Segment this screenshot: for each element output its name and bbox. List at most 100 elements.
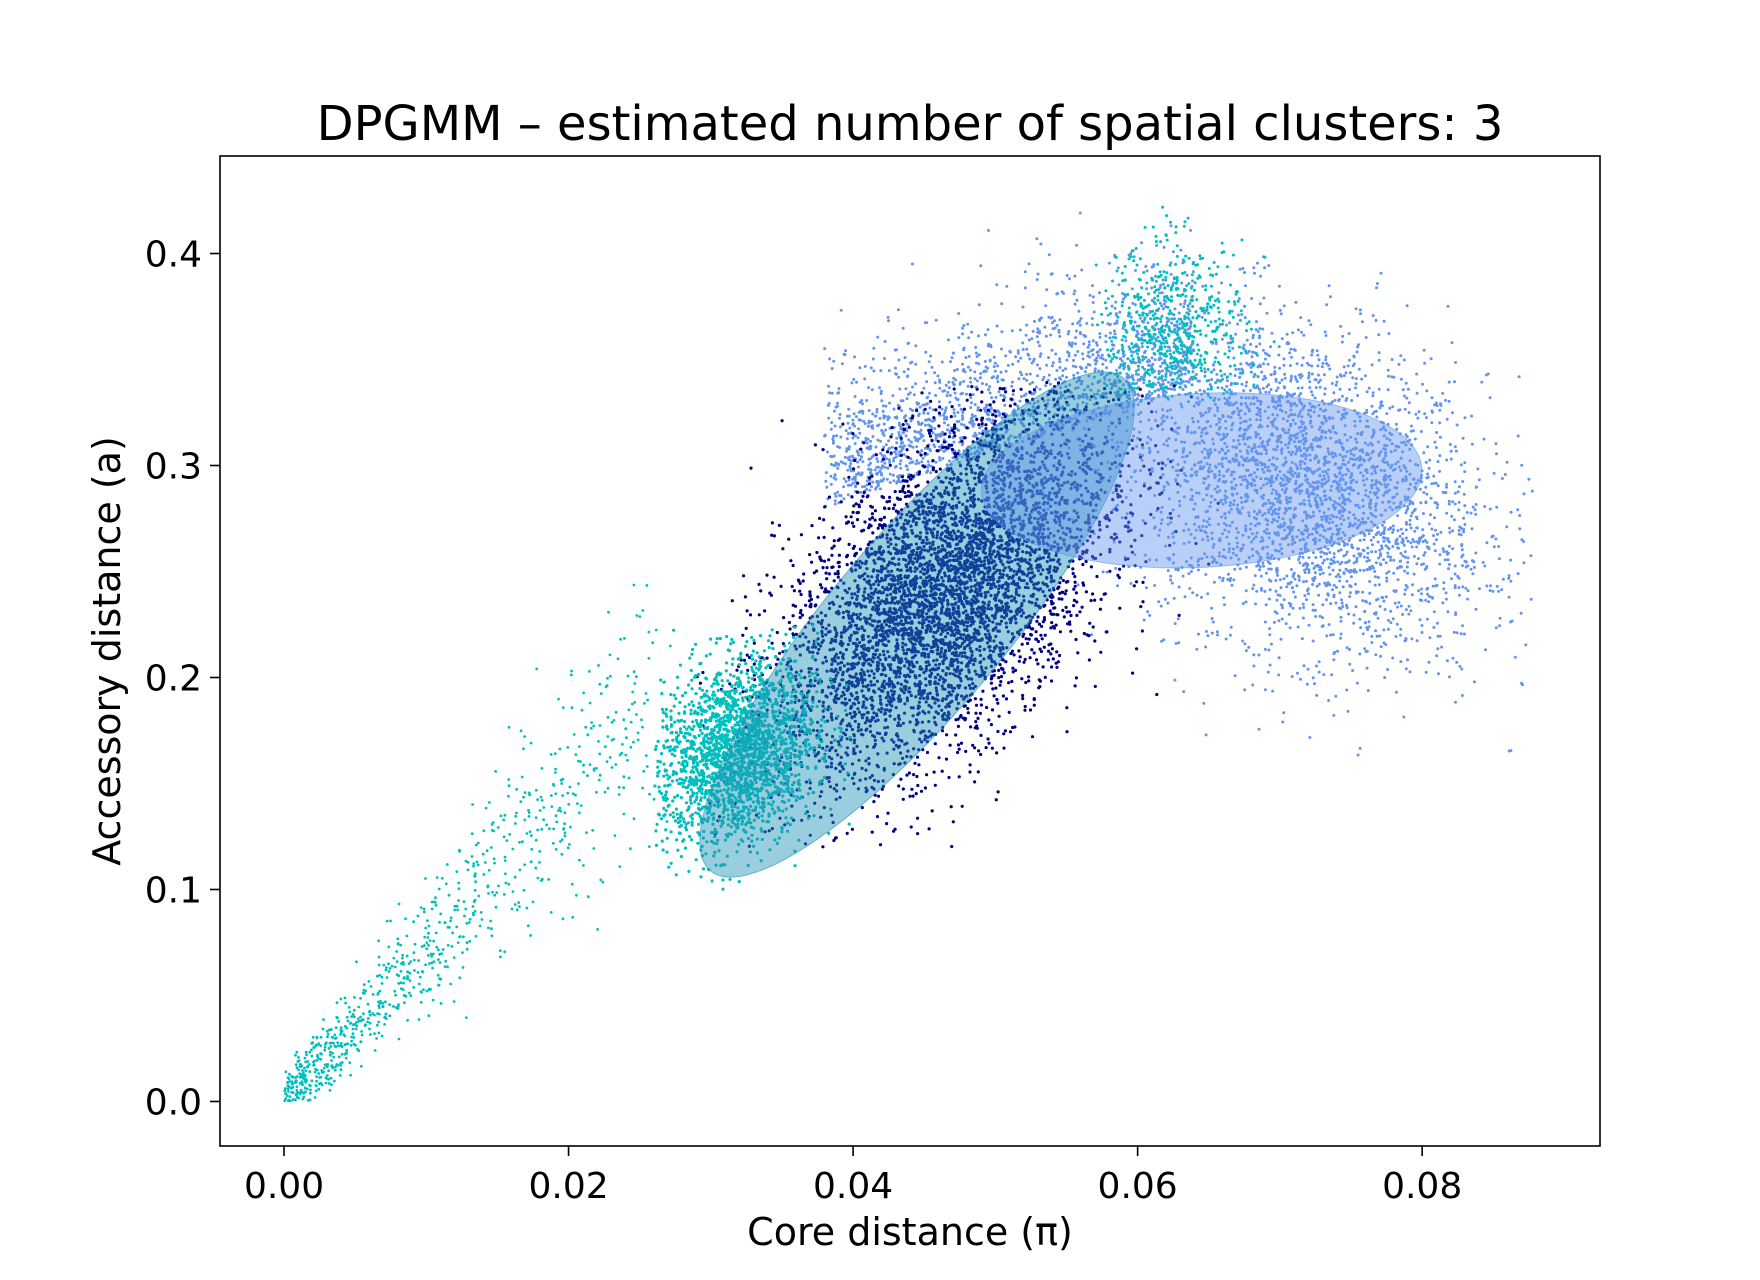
data-point	[952, 440, 956, 444]
data-point	[1424, 416, 1428, 420]
data-point	[1182, 690, 1186, 694]
data-point	[1427, 600, 1431, 604]
data-point	[1290, 355, 1293, 359]
data-point	[1280, 603, 1284, 607]
data-point	[1387, 332, 1391, 335]
data-point	[1427, 594, 1431, 598]
data-point	[1458, 664, 1462, 668]
data-point	[1293, 577, 1297, 581]
data-point	[1283, 376, 1287, 380]
data-point	[867, 457, 871, 461]
data-point	[1094, 263, 1098, 267]
data-point	[906, 367, 910, 371]
data-point	[1396, 578, 1400, 582]
data-point	[1190, 375, 1194, 379]
data-point	[1050, 364, 1054, 368]
data-point	[1438, 469, 1441, 473]
data-point	[1299, 392, 1303, 395]
data-point	[1065, 274, 1069, 277]
data-point	[1348, 510, 1352, 514]
data-point	[1291, 606, 1295, 610]
data-point	[1279, 637, 1283, 641]
data-point	[884, 428, 888, 432]
data-point	[1236, 438, 1240, 442]
data-point	[1116, 315, 1120, 319]
data-point	[1104, 340, 1108, 344]
data-point	[1217, 317, 1221, 321]
data-point	[1144, 586, 1148, 590]
data-point	[1140, 319, 1144, 323]
data-point	[922, 439, 926, 443]
data-point	[1530, 489, 1534, 493]
data-point	[990, 396, 994, 400]
data-point	[1448, 443, 1452, 446]
data-point	[966, 365, 970, 369]
data-point	[1489, 584, 1493, 588]
data-point	[1428, 458, 1432, 462]
data-point	[1153, 358, 1157, 362]
data-point	[844, 429, 848, 433]
data-point	[1396, 514, 1400, 518]
data-point	[1327, 623, 1331, 627]
data-point	[1399, 604, 1403, 608]
data-point	[1328, 551, 1332, 554]
data-point	[1284, 411, 1288, 414]
data-point	[1277, 353, 1281, 357]
data-point	[1224, 637, 1228, 641]
data-point	[1241, 602, 1245, 606]
data-point	[1268, 663, 1272, 667]
data-point	[900, 409, 904, 413]
data-point	[855, 380, 858, 384]
data-point	[1021, 305, 1025, 309]
data-point	[1173, 622, 1177, 626]
data-point	[1336, 560, 1340, 564]
data-point	[914, 362, 918, 366]
data-point	[1088, 293, 1092, 297]
data-point	[1028, 357, 1032, 361]
data-point	[1390, 358, 1394, 361]
data-point	[1244, 600, 1248, 604]
data-point	[1403, 550, 1407, 554]
data-point	[1406, 507, 1410, 510]
data-point	[880, 399, 884, 403]
data-point	[1157, 327, 1161, 331]
data-point	[1240, 367, 1244, 371]
data-point	[1203, 370, 1207, 374]
data-point	[1404, 520, 1408, 524]
data-point	[1458, 525, 1462, 529]
data-point	[892, 459, 895, 463]
data-point	[982, 370, 986, 374]
data-point	[1168, 349, 1172, 353]
data-point	[1497, 557, 1501, 561]
data-point	[1330, 382, 1334, 385]
data-point	[823, 347, 827, 351]
data-point	[1210, 494, 1214, 498]
data-point	[1245, 380, 1249, 384]
data-point	[876, 471, 880, 475]
data-point	[1072, 373, 1076, 377]
data-point	[1424, 501, 1428, 505]
data-point	[1324, 358, 1328, 362]
data-point	[1183, 384, 1187, 388]
data-point	[1204, 525, 1208, 529]
data-point	[1418, 487, 1422, 491]
data-point	[1362, 555, 1366, 559]
data-point	[969, 380, 973, 384]
data-point	[1345, 646, 1349, 650]
data-point	[927, 447, 931, 451]
data-point	[1387, 618, 1390, 622]
data-point	[1231, 346, 1235, 350]
data-point	[1243, 688, 1247, 692]
data-point	[1318, 509, 1321, 513]
data-point	[1155, 244, 1159, 247]
data-point	[1222, 596, 1226, 600]
data-point	[1363, 610, 1367, 614]
data-point	[1035, 335, 1039, 339]
data-point	[1178, 322, 1182, 326]
data-point	[1021, 341, 1025, 345]
data-point	[1332, 652, 1336, 656]
data-point	[1322, 373, 1326, 377]
data-point	[1370, 404, 1374, 408]
data-point	[1050, 348, 1054, 352]
data-point	[1416, 557, 1420, 561]
